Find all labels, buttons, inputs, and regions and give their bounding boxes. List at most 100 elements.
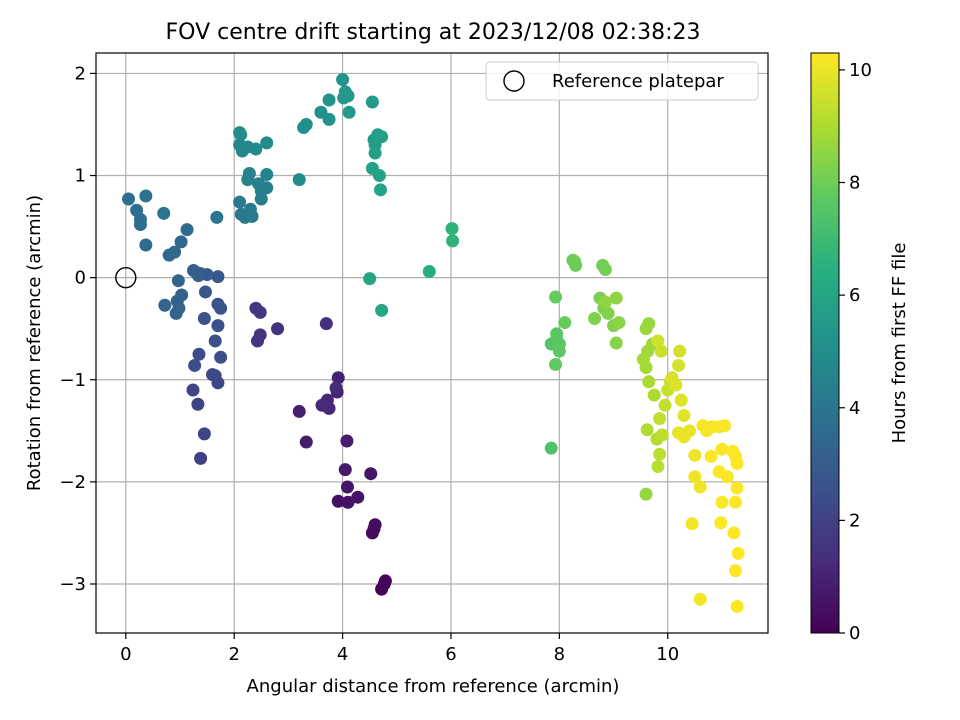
reference-point xyxy=(115,266,137,289)
data-point xyxy=(242,166,256,180)
data-point xyxy=(211,319,225,333)
data-point xyxy=(198,285,212,299)
y-tick-label: 2 xyxy=(75,63,86,84)
data-point xyxy=(685,517,699,531)
colorbar-tick-label: 2 xyxy=(849,510,860,531)
data-point xyxy=(730,481,744,495)
data-point xyxy=(375,130,389,144)
data-point xyxy=(351,490,365,504)
data-point xyxy=(549,290,563,304)
data-point xyxy=(688,470,702,484)
data-point xyxy=(191,397,205,411)
y-tick-label: 1 xyxy=(75,166,86,187)
colorbar: 0 2 4 6 8 10 Hours from first FF file xyxy=(810,52,910,644)
data-point xyxy=(192,347,206,361)
colorbar-ticks: 0 2 4 6 8 10 xyxy=(839,60,872,644)
data-point xyxy=(647,388,661,402)
legend-marker xyxy=(503,70,525,92)
data-point xyxy=(315,398,329,412)
data-points xyxy=(122,73,745,613)
data-point xyxy=(186,383,200,397)
colorbar-tick-label: 4 xyxy=(849,398,860,419)
data-point xyxy=(336,73,350,87)
data-point xyxy=(728,495,742,509)
data-point xyxy=(688,448,702,462)
data-point xyxy=(558,316,572,330)
data-point xyxy=(197,311,211,325)
x-tick-label: 4 xyxy=(337,644,348,665)
data-point xyxy=(292,404,306,418)
data-point xyxy=(331,494,345,508)
data-point xyxy=(693,480,707,494)
data-point xyxy=(208,334,222,348)
data-point xyxy=(250,334,264,348)
colorbar-tick-label: 0 xyxy=(849,623,860,644)
data-point xyxy=(718,419,732,433)
data-point xyxy=(271,322,285,336)
data-point xyxy=(601,306,615,320)
data-point xyxy=(639,322,653,336)
data-point xyxy=(122,192,136,206)
colorbar-tick-label: 6 xyxy=(849,285,860,306)
data-point xyxy=(208,369,222,383)
data-point xyxy=(260,168,274,182)
plot-frame xyxy=(95,52,769,634)
data-point xyxy=(252,177,266,191)
y-tick-label: −1 xyxy=(59,370,86,391)
data-point xyxy=(552,344,566,358)
data-point xyxy=(715,495,729,509)
data-point xyxy=(651,334,665,348)
data-point xyxy=(568,254,582,268)
data-point xyxy=(651,460,665,474)
x-tick-label: 0 xyxy=(120,644,131,665)
data-point xyxy=(234,128,248,142)
data-point xyxy=(319,317,333,331)
data-point xyxy=(331,371,345,385)
data-point xyxy=(693,592,707,606)
data-point xyxy=(658,398,672,412)
x-axis-label: Angular distance from reference (arcmin) xyxy=(247,676,620,697)
data-point xyxy=(249,142,263,156)
data-point xyxy=(653,412,667,426)
data-point xyxy=(139,238,153,252)
data-point xyxy=(674,393,688,407)
chart-title: FOV centre drift starting at 2023/12/08 … xyxy=(166,20,701,45)
data-point xyxy=(197,427,211,441)
data-point xyxy=(188,358,202,372)
y-axis-label: Rotation from reference (arcmin) xyxy=(24,195,45,491)
data-point xyxy=(682,424,696,438)
data-point xyxy=(731,546,745,560)
data-point xyxy=(598,295,612,309)
data-point xyxy=(544,441,558,455)
data-point xyxy=(446,234,460,248)
legend-box xyxy=(485,61,759,101)
data-point xyxy=(704,449,718,463)
data-point xyxy=(341,495,355,509)
data-point xyxy=(365,95,379,109)
x-tick-label: 10 xyxy=(656,644,679,665)
data-point xyxy=(375,303,389,317)
data-point xyxy=(727,526,741,540)
colorbar-tick-label: 10 xyxy=(849,60,872,81)
data-point xyxy=(714,516,728,530)
data-point xyxy=(139,189,153,203)
data-point xyxy=(642,375,656,389)
data-point xyxy=(299,435,313,449)
data-point xyxy=(214,350,228,364)
data-point xyxy=(550,327,564,341)
data-point xyxy=(677,409,691,422)
data-point xyxy=(728,564,742,578)
data-point xyxy=(445,222,459,236)
data-point xyxy=(168,245,182,259)
data-point xyxy=(194,451,208,465)
data-point xyxy=(338,463,352,477)
data-point xyxy=(673,344,687,358)
x-tick-label: 8 xyxy=(554,644,565,665)
data-point xyxy=(180,223,194,237)
y-axis-ticks: −3 −2 −1 0 1 2 xyxy=(59,63,96,595)
y-tick-label: −2 xyxy=(59,472,86,493)
data-point xyxy=(654,344,668,358)
colorbar-gradient xyxy=(810,52,840,634)
data-point xyxy=(191,269,205,283)
data-point xyxy=(372,169,386,183)
